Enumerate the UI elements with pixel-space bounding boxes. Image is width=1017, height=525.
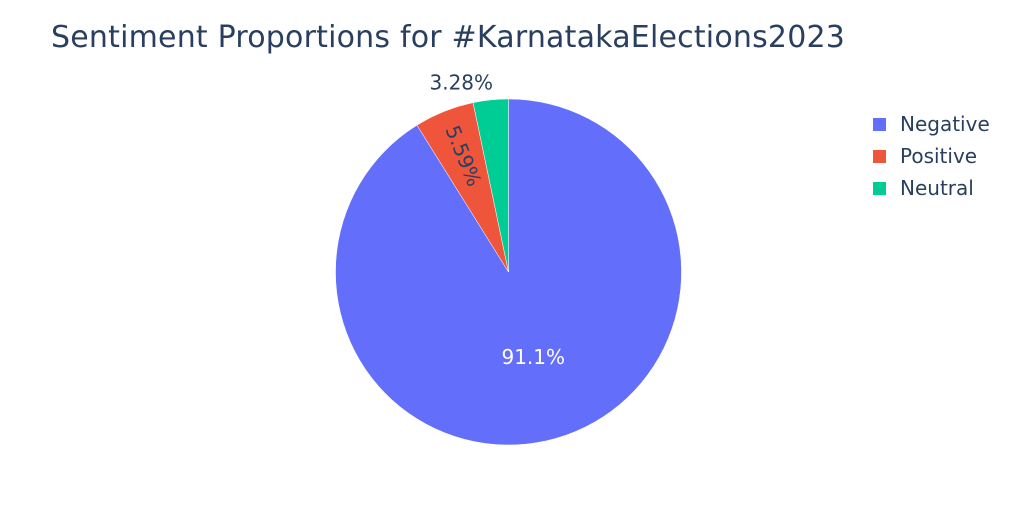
legend-label-positive: Positive — [900, 144, 978, 168]
pie-label-neutral: 3.28% — [429, 70, 493, 94]
pie-label-negative: 91.1% — [501, 345, 565, 369]
legend: Negative Positive Neutral — [873, 108, 990, 204]
legend-item-negative[interactable]: Negative — [873, 108, 990, 140]
legend-label-negative: Negative — [900, 112, 990, 136]
legend-swatch-neutral — [873, 181, 886, 195]
legend-item-positive[interactable]: Positive — [873, 140, 990, 172]
pie-slices — [335, 98, 682, 446]
chart-title: Sentiment Proportions for #KarnatakaElec… — [51, 20, 846, 55]
legend-item-neutral[interactable]: Neutral — [873, 172, 990, 204]
legend-label-neutral: Neutral — [900, 176, 974, 200]
pie-slice-neutral[interactable] — [472, 98, 509, 273]
legend-swatch-positive — [873, 149, 886, 163]
legend-swatch-negative — [873, 117, 886, 131]
